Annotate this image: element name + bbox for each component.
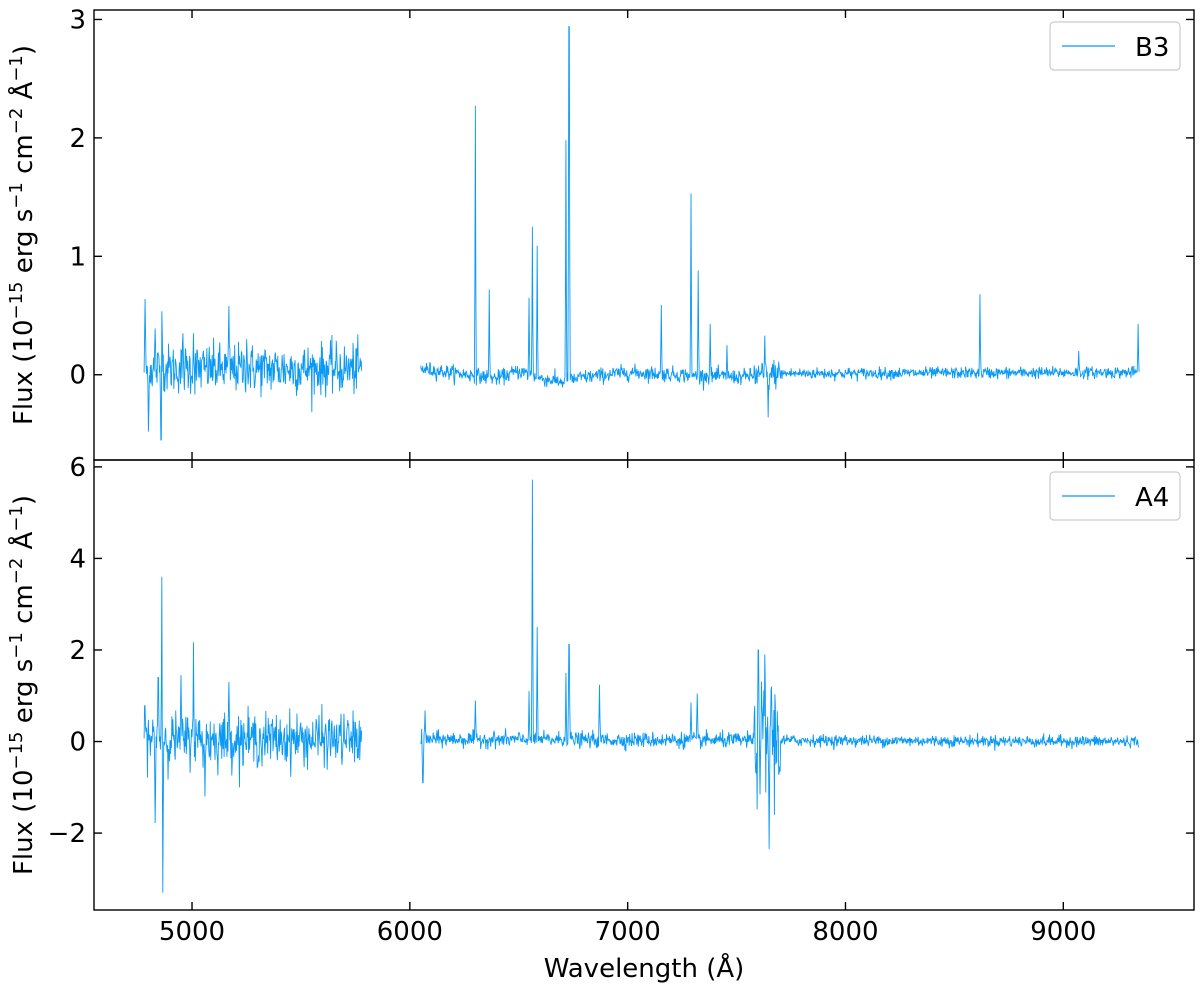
x-tick-label: 7000 [595, 917, 661, 947]
x-tick-label: 6000 [377, 917, 443, 947]
axes-frame [93, 9, 1195, 461]
axes-frame [93, 459, 1195, 911]
y-tick-label: 6 [69, 453, 86, 483]
y-tick-label: 3 [69, 5, 86, 35]
y-tick-label: 2 [69, 124, 86, 154]
y-axis-label-bottom: Flux (10−15 erg s−1 cm−2 Å−1) [6, 495, 39, 875]
y-tick-label: 0 [69, 361, 86, 391]
legend-label-b3: B3 [1135, 33, 1169, 63]
spectrum-segment-0 [143, 298, 363, 441]
spectrum-segment-0 [143, 576, 363, 893]
spectrum-segment-1 [420, 26, 1140, 418]
y-axis-label-top: Flux (10−15 erg s−1 cm−2 Å−1) [6, 45, 39, 425]
legend-b3: B3 [1049, 21, 1181, 71]
x-tick-label: 9000 [1030, 917, 1096, 947]
axes-layer: 0 1 2 3 −2 0 2 4 6 5000 6000 7000 8000 9000 [48, 5, 1195, 947]
y-tick-label: 1 [69, 242, 86, 272]
y-tick-label: 2 [69, 636, 86, 666]
x-tick-label: 5000 [159, 917, 225, 947]
panel-a4-plot [143, 479, 1140, 893]
panel-b3-plot [143, 26, 1140, 441]
legend-label-a4: A4 [1135, 483, 1169, 513]
x-tick-label: 8000 [812, 917, 878, 947]
spectrum-segment-1 [420, 479, 1140, 850]
x-axis-label: Wavelength (Å) [544, 952, 745, 984]
y-tick-label: −2 [48, 819, 86, 849]
y-tick-label: 0 [69, 728, 86, 758]
y-tick-label: 4 [69, 544, 86, 574]
legend-a4: A4 [1049, 471, 1181, 521]
